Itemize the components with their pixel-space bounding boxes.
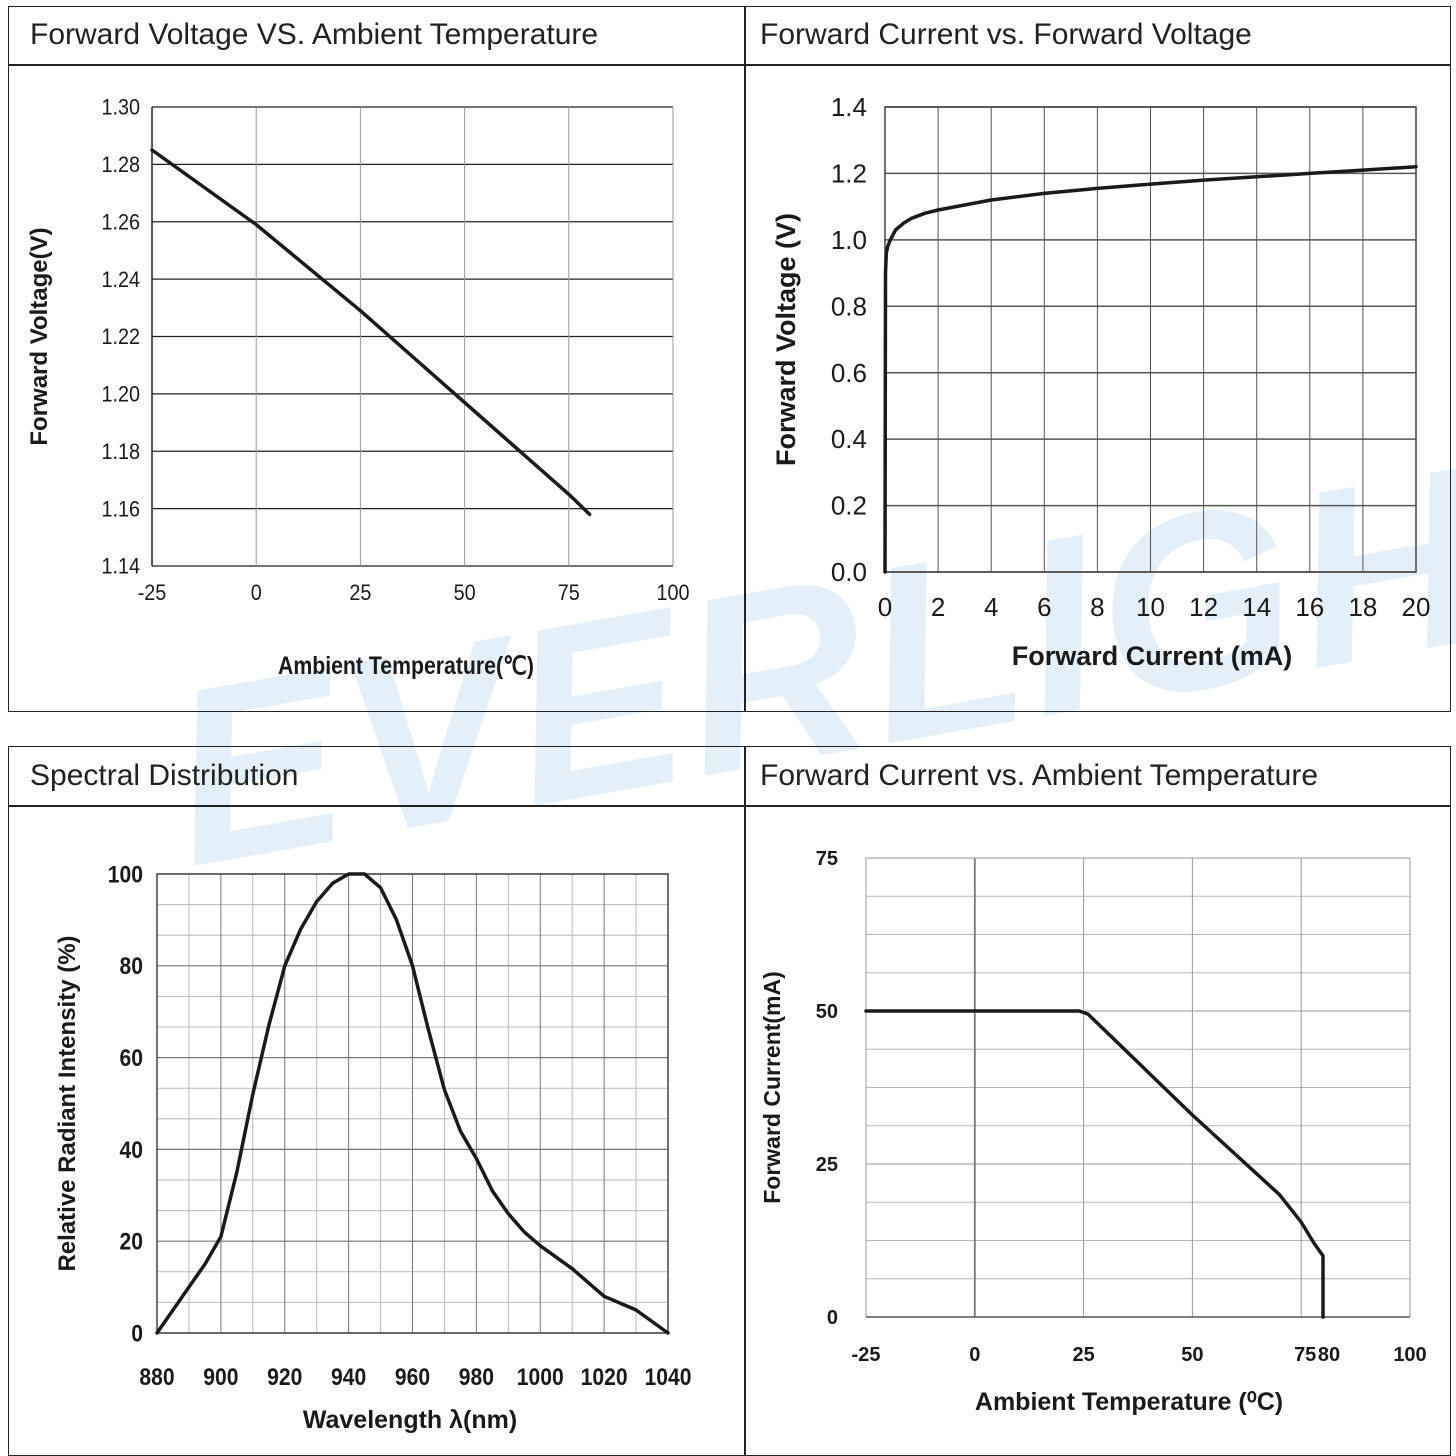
y-tick-label: 0.2 [831,491,867,521]
y-tick-label: 60 [120,1045,143,1072]
series-line [864,1009,1325,1319]
x-tick-label: 18 [1348,592,1377,622]
x-tick-label: 2 [931,592,945,622]
y-axis-label: Forward Current(mA) [759,971,785,1204]
y-tick-label: 1.4 [831,92,867,122]
x-tick-label: 1020 [581,1364,628,1391]
y-tick-label: 1.24 [101,268,140,292]
x-axis-label: Ambient Temperature (⁰C) [975,1388,1283,1416]
x-axis-label: Wavelength λ(nm) [303,1406,517,1434]
y-tick-label: 1.0 [831,225,867,255]
x-tick-label: 50 [1181,1344,1203,1366]
x-tick-label: 1000 [517,1364,564,1391]
panel-title-if-vf: Forward Current vs. Forward Voltage [760,18,1252,51]
x-tick-label: 0 [251,581,262,605]
x-tick-label: 25 [349,581,371,605]
x-tick-label: 80 [1318,1344,1340,1366]
x-tick-label: 980 [459,1364,494,1391]
x-tick-label: 4 [984,592,998,622]
x-tick-label: 75 [1294,1344,1316,1366]
y-tick-label: 0 [131,1320,143,1347]
panel-title-spectral: Spectral Distribution [30,759,299,792]
y-tick-label: 0.6 [831,358,867,388]
y-tick-label: 1.26 [101,211,140,235]
y-tick-label: 1.14 [101,555,140,579]
y-tick-label: 1.2 [831,159,867,189]
y-tick-label: 0 [827,1307,838,1329]
x-tick-label: 1040 [645,1364,692,1391]
panel-title-vf-temp: Forward Voltage VS. Ambient Temperature [30,18,599,51]
bottom-panels-title-rule [8,805,1451,807]
y-tick-label: 1.16 [101,497,140,521]
y-tick-label: 40 [120,1137,143,1164]
x-tick-label: 14 [1242,592,1271,622]
series-line [883,165,1418,574]
x-tick-label: 0 [969,1344,980,1366]
x-tick-label: 900 [203,1364,238,1391]
y-tick-label: 75 [816,848,838,870]
y-tick-label: 50 [816,1001,838,1023]
x-tick-label: 880 [139,1364,174,1391]
y-tick-label: 25 [816,1154,838,1176]
x-axis-label: Ambient Temperature(℃) [278,651,534,679]
x-tick-label: 50 [454,581,476,605]
y-tick-label: 100 [108,861,143,888]
x-tick-label: 100 [1393,1344,1426,1366]
y-tick-label: 1.30 [101,96,140,120]
x-tick-label: -25 [138,581,167,605]
bottom-panels-split [744,746,746,1456]
x-tick-label: 940 [331,1364,366,1391]
series-line [155,872,670,1335]
x-axis-label: Forward Current (mA) [1012,641,1293,671]
x-tick-label: 10 [1136,592,1165,622]
y-tick-label: 0.0 [831,557,867,587]
x-tick-label: 100 [656,581,689,605]
panel-title-if-temp: Forward Current vs. Ambient Temperature [760,759,1319,792]
y-axis-label: Forward Voltage(V) [26,227,53,445]
y-axis-label: Relative Radiant Intensity (%) [54,935,81,1271]
y-tick-label: 1.22 [101,325,140,349]
x-tick-label: 920 [267,1364,302,1391]
y-tick-label: 1.28 [101,153,140,177]
y-tick-label: 80 [120,953,143,980]
y-tick-label: 0.8 [831,291,867,321]
plot-frame [156,873,669,1334]
y-axis-label: Forward Voltage (V) [771,213,801,466]
x-tick-label: 6 [1037,592,1051,622]
x-tick-label: 20 [1402,592,1431,622]
x-tick-label: 0 [878,592,892,622]
series-line [150,148,592,517]
top-panels-title-rule [8,64,1451,66]
x-tick-label: 75 [558,581,580,605]
top-panels-split [744,6,746,712]
y-tick-label: 1.18 [101,440,140,464]
x-tick-label: 25 [1072,1344,1094,1366]
top-panels-frame [8,6,1451,712]
x-tick-label: -25 [852,1344,881,1366]
x-tick-label: 960 [395,1364,430,1391]
x-tick-label: 12 [1189,592,1218,622]
y-tick-label: 1.20 [101,383,140,407]
x-tick-label: 16 [1295,592,1324,622]
y-tick-label: 0.4 [831,424,867,454]
x-tick-label: 8 [1090,592,1104,622]
y-tick-label: 20 [120,1228,143,1255]
